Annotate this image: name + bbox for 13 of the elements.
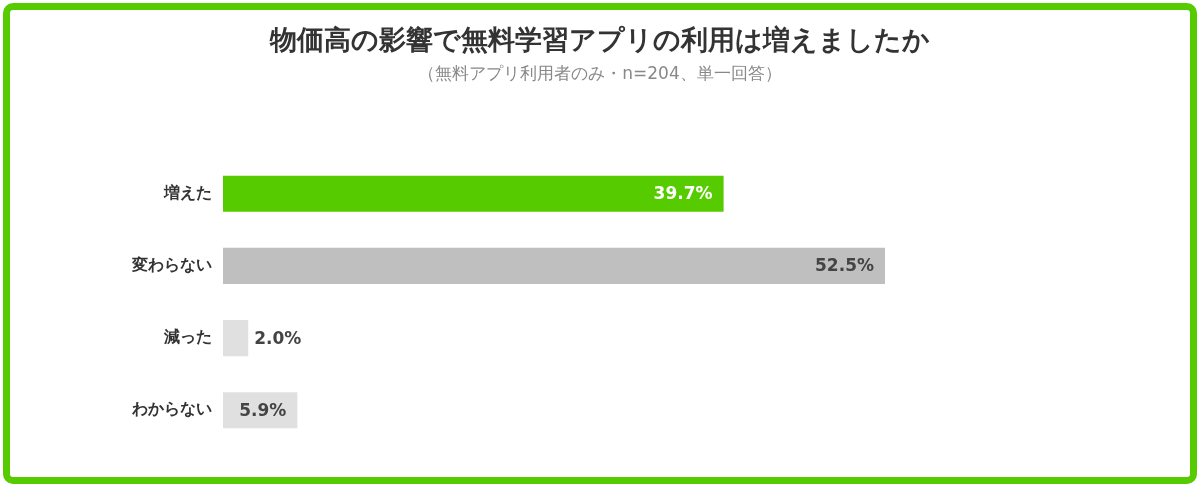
chart-title: 物価高の影響で無料学習アプリの利用は増えましたか [270,24,930,55]
y-tick-label: 減った [163,327,212,347]
data-label: 5.9% [239,399,287,420]
data-label: 2.0% [254,327,302,348]
bar [223,175,724,212]
y-tick-label: 変わらない [131,255,212,275]
bar [223,247,885,284]
bar [223,320,249,357]
data-label: 39.7% [653,183,713,204]
y-tick-label: 増えた [163,182,212,202]
data-label: 52.5% [815,255,874,276]
chart-subtitle: （無料アプリ利用者のみ・n=204、単一回答） [418,63,782,83]
y-tick-label: わからない [131,399,212,419]
